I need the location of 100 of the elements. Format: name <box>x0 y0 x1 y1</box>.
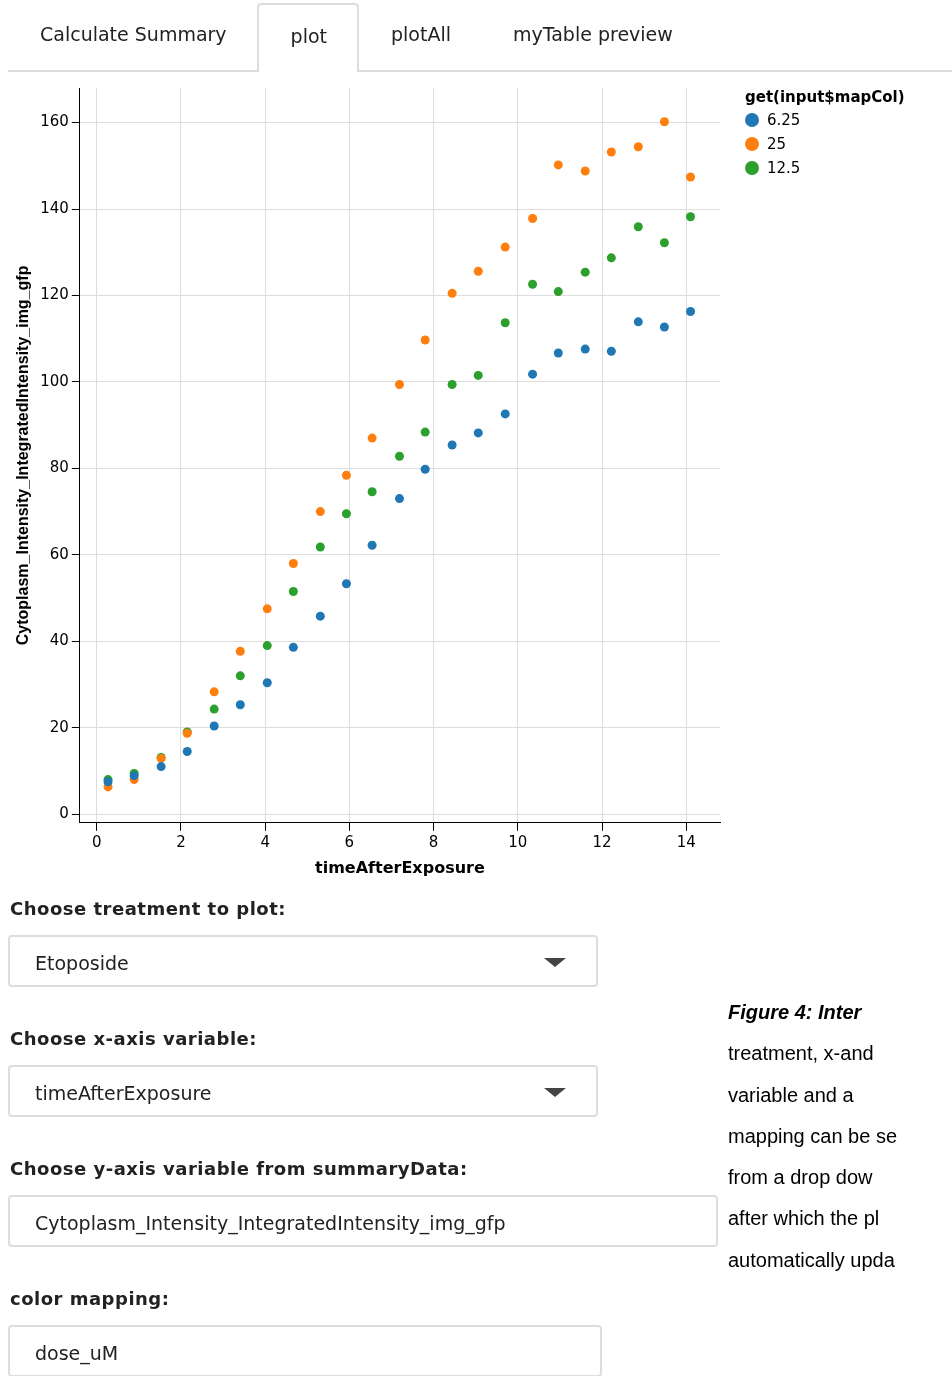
point <box>262 604 272 614</box>
point <box>473 428 483 438</box>
text: Etoposide <box>8 935 598 987</box>
x-tick-label: 6 <box>344 832 355 851</box>
x-tick-label: 4 <box>260 832 270 851</box>
point <box>606 346 616 356</box>
text: variable and a <box>728 1082 855 1108</box>
point <box>262 678 272 688</box>
point <box>447 288 457 298</box>
point <box>659 322 669 332</box>
point <box>528 214 538 224</box>
text: automatically upda <box>728 1247 896 1273</box>
point <box>633 142 643 152</box>
y-tick-label: 20 <box>49 717 69 736</box>
point <box>394 451 404 461</box>
point <box>686 306 696 316</box>
point <box>209 721 219 731</box>
x-axis-title: timeAfterExposure <box>315 857 485 877</box>
point <box>473 266 483 276</box>
point <box>288 558 298 568</box>
text: Calculate Summary <box>39 22 228 47</box>
point <box>367 487 377 497</box>
point <box>394 494 404 504</box>
point <box>580 344 590 354</box>
point <box>447 440 457 450</box>
point <box>528 279 538 289</box>
x-tick-label: 8 <box>428 832 439 851</box>
point <box>341 509 351 519</box>
point <box>473 370 483 380</box>
point <box>553 160 563 170</box>
point <box>156 762 166 772</box>
point <box>500 318 510 328</box>
text: Choose y-axis variable from summaryData: <box>10 1158 468 1179</box>
point <box>420 427 430 437</box>
point <box>235 646 245 656</box>
text: after which the pl <box>728 1206 881 1232</box>
text: Choose x-axis variable: <box>10 1028 257 1049</box>
point <box>580 267 590 277</box>
point <box>580 166 590 176</box>
text: Choose treatment to plot: <box>10 898 286 919</box>
point <box>606 147 616 157</box>
y-axis-title: Cytoplasm_Intensity_IntegratedIntensity_img_gfp <box>14 265 32 646</box>
point <box>367 540 377 550</box>
point <box>686 212 696 222</box>
text: mapping can be se <box>728 1123 898 1149</box>
text: timeAfterExposure <box>8 1065 598 1117</box>
point <box>235 700 245 710</box>
point <box>553 287 563 297</box>
point <box>209 704 219 714</box>
point <box>315 542 325 552</box>
y-tick-label: 140 <box>40 198 69 217</box>
point <box>235 671 245 681</box>
point <box>420 335 430 345</box>
text: from a drop dow <box>728 1165 874 1191</box>
point <box>288 642 298 652</box>
y-tick-label: 40 <box>49 631 69 650</box>
point <box>659 238 669 248</box>
legend-label: 25 <box>767 135 787 153</box>
point <box>500 409 510 419</box>
legend-title: get(input$mapCol) <box>745 88 905 106</box>
point <box>420 464 430 474</box>
text: plotAll <box>390 22 452 47</box>
point <box>262 641 272 651</box>
text: myTable preview <box>512 22 674 47</box>
point <box>447 380 457 390</box>
text: treatment, x-and <box>728 1041 875 1067</box>
point <box>209 687 219 697</box>
point <box>500 242 510 252</box>
x-tick-label: 2 <box>176 832 186 851</box>
point <box>528 369 538 379</box>
point <box>315 611 325 621</box>
point <box>686 172 696 182</box>
text: plot <box>256 3 360 72</box>
point <box>394 380 404 390</box>
y-tick-label: 60 <box>49 544 69 563</box>
y-tick-label: 120 <box>40 285 69 304</box>
y-tick-label: 0 <box>59 804 69 823</box>
legend-label: 12.5 <box>767 159 801 177</box>
x-tick-label: 12 <box>592 832 612 851</box>
text: Cytoplasm_Intensity_IntegratedIntensity_img_gfp <box>8 1195 718 1247</box>
legend-label: 6.25 <box>767 111 801 129</box>
point <box>659 117 669 127</box>
y-tick-label: 80 <box>49 458 69 477</box>
point <box>367 433 377 443</box>
x-tick-label: 10 <box>508 832 528 851</box>
y-tick-label: 100 <box>40 371 69 390</box>
point <box>633 222 643 232</box>
caption: Figure 4: Inter <box>728 1000 863 1025</box>
point <box>182 746 192 756</box>
point <box>341 579 351 589</box>
y-tick-label: 160 <box>40 112 69 131</box>
point <box>553 348 563 358</box>
point <box>315 507 325 517</box>
point <box>606 253 616 263</box>
point <box>633 317 643 327</box>
x-tick-label: 14 <box>676 832 696 851</box>
text: color mapping: <box>10 1288 170 1309</box>
point <box>288 587 298 597</box>
point <box>341 470 351 480</box>
text: dose_uM <box>8 1325 602 1376</box>
